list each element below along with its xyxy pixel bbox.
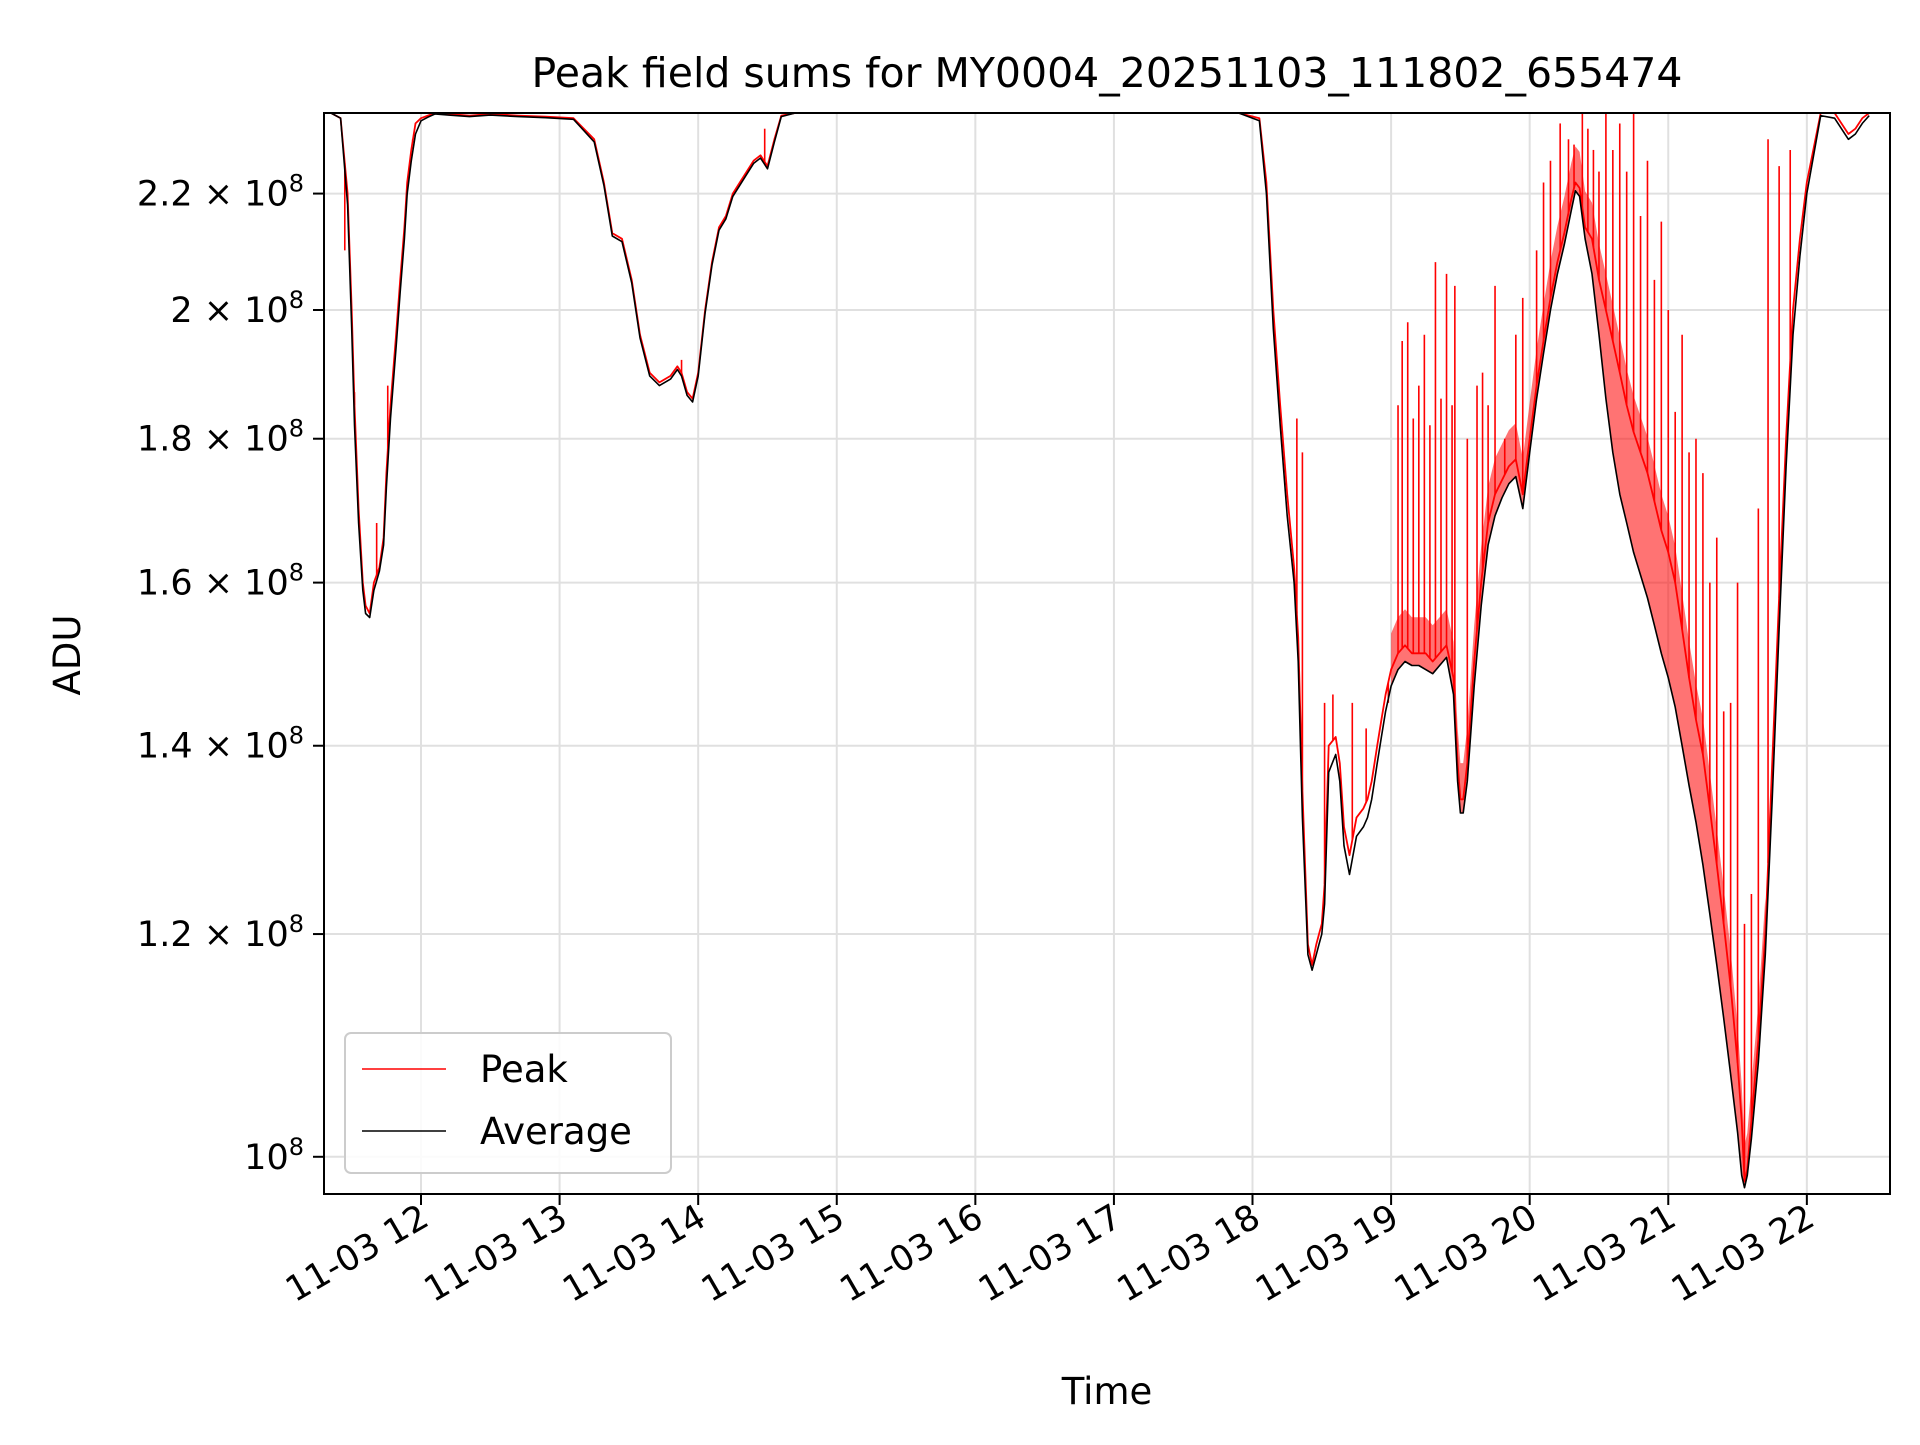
legend: Peak Average bbox=[344, 1032, 672, 1174]
y-tick-base: 10 bbox=[244, 291, 289, 331]
y-tick-base: 10 bbox=[244, 727, 289, 767]
y-tick-base: 10 bbox=[244, 1138, 289, 1178]
x-axis-label: Time bbox=[1061, 1370, 1153, 1413]
y-tick-mantissa: 1.2 × bbox=[137, 915, 244, 955]
chart-title: Peak field sums for MY0004_20251103_1118… bbox=[532, 49, 1683, 97]
peak-noise-band bbox=[1391, 146, 1766, 1188]
y-tick-label: 1.8 × 108 bbox=[137, 415, 304, 460]
y-tick-exponent: 8 bbox=[289, 722, 304, 750]
plot-frame bbox=[323, 112, 1891, 1195]
legend-peak-label: Peak bbox=[480, 1048, 568, 1091]
y-tick-exponent: 8 bbox=[289, 1133, 304, 1161]
y-tick-exponent: 8 bbox=[289, 170, 304, 198]
y-tick-label: 1.6 × 108 bbox=[137, 559, 304, 604]
y-tick-base: 10 bbox=[244, 175, 289, 215]
y-tick-base: 10 bbox=[244, 915, 289, 955]
average-series-line bbox=[324, 112, 1870, 1189]
y-tick-exponent: 8 bbox=[289, 910, 304, 938]
y-tick-base: 10 bbox=[244, 420, 289, 460]
legend-box bbox=[344, 1032, 672, 1174]
y-tick-base: 10 bbox=[244, 564, 289, 604]
y-tick-mantissa: 1.8 × bbox=[137, 420, 244, 460]
series-layer bbox=[324, 112, 1870, 1189]
y-tick-exponent: 8 bbox=[289, 415, 304, 443]
y-tick-exponent: 8 bbox=[289, 286, 304, 314]
y-tick-label: 1.2 × 108 bbox=[137, 910, 304, 955]
y-tick-label: 1.4 × 108 bbox=[137, 722, 304, 767]
y-tick-mantissa: 1.4 × bbox=[137, 727, 244, 767]
legend-average-label: Average bbox=[480, 1110, 632, 1153]
y-axis-label: ADU bbox=[46, 615, 89, 696]
y-tick-exponent: 8 bbox=[289, 559, 304, 587]
y-tick-mantissa: 1.6 × bbox=[137, 564, 244, 604]
y-tick-label: 108 bbox=[244, 1133, 304, 1178]
y-tick-label: 2 × 108 bbox=[170, 286, 304, 331]
y-tick-label: 2.2 × 108 bbox=[137, 170, 304, 215]
y-tick-mantissa: 2.2 × bbox=[137, 175, 244, 215]
y-tick-mantissa: 2 × bbox=[170, 291, 244, 331]
